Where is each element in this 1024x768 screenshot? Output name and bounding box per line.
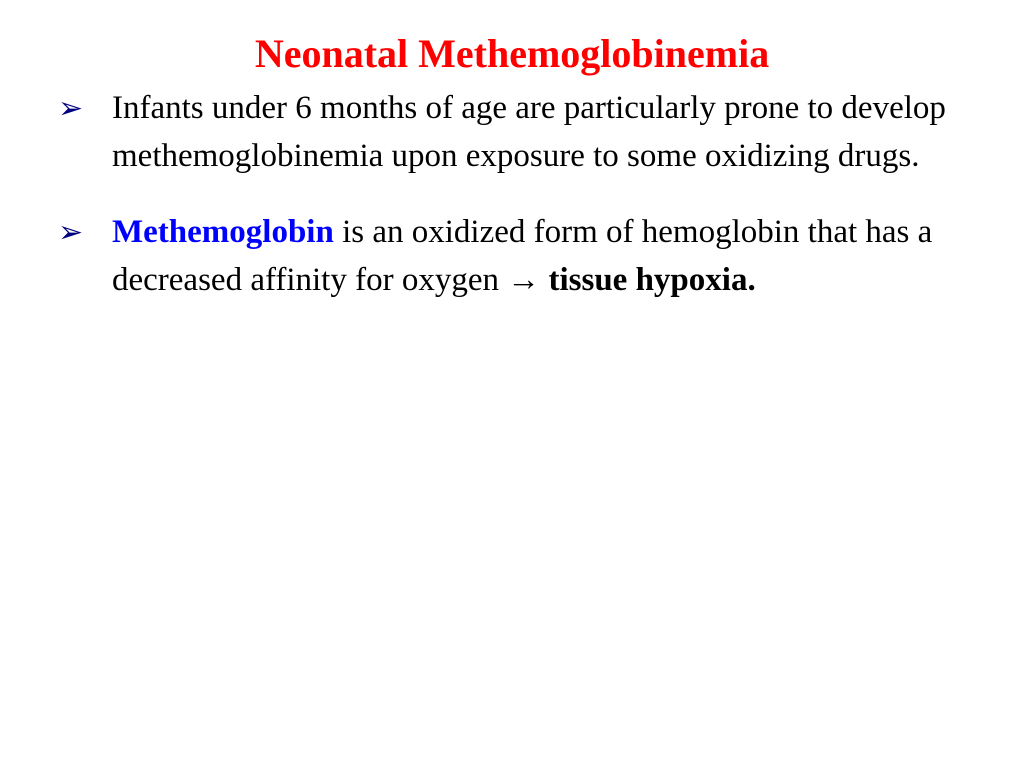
slide-container: Neonatal Methemoglobinemia ➢ Infants unde… [0, 0, 1024, 768]
bullet-text-run: → [507, 262, 540, 298]
bullet-text-run: tissue hypoxia. [540, 262, 755, 298]
bullet-text-run: Methemoglobin [112, 214, 334, 250]
bullet-marker-icon: ➢ [58, 211, 83, 255]
bullet-text-run: Infants under 6 months of age are partic… [112, 90, 946, 174]
bullet-list: ➢ Infants under 6 months of age are parti… [50, 85, 974, 304]
bullet-item: ➢Methemoglobin is an oxidized form of he… [50, 209, 974, 305]
bullet-marker-icon: ➢ [58, 87, 83, 131]
slide-title: Neonatal Methemoglobinemia [50, 30, 974, 77]
bullet-item: ➢ Infants under 6 months of age are parti… [50, 85, 974, 181]
